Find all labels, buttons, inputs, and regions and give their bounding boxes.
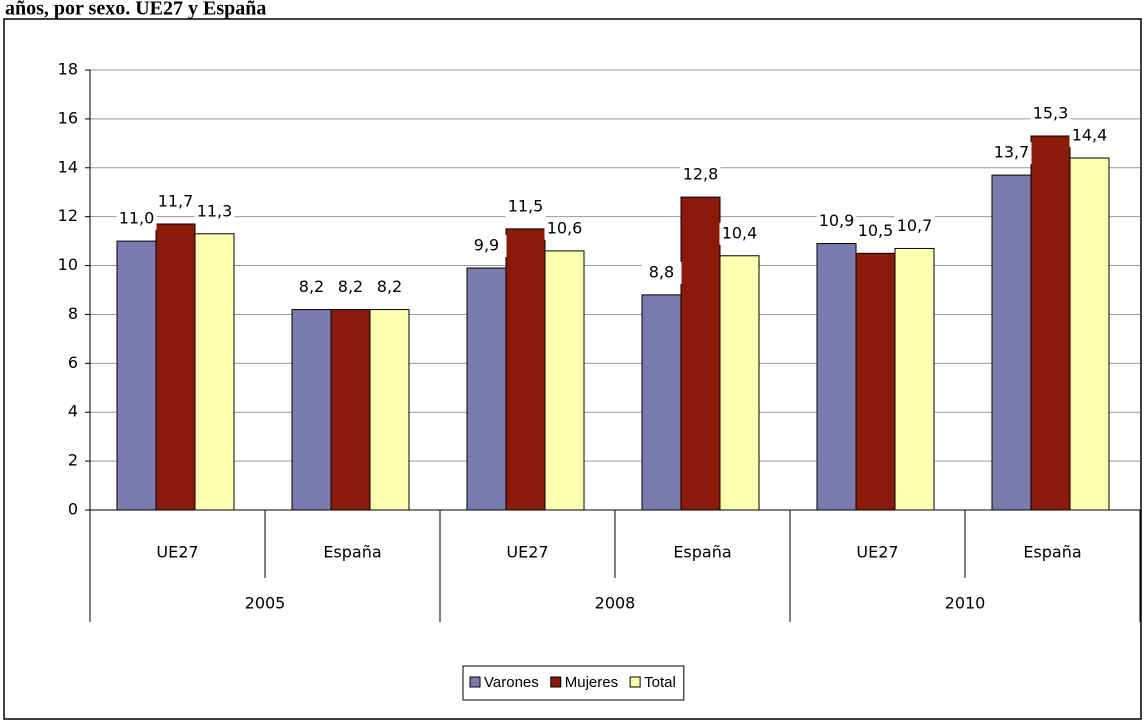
y-tick-label: 18 (58, 60, 78, 79)
y-tick-label: 16 (58, 108, 78, 127)
data-label-bg (894, 215, 935, 238)
y-tick-label: 2 (68, 451, 78, 470)
data-label: 14,4 (1072, 126, 1108, 145)
data-label: 10,5 (858, 221, 894, 240)
x-tick-label: UE27 (856, 543, 898, 562)
bar (641, 294, 682, 511)
legend-label: Mujeres (565, 674, 618, 691)
data-label: 11,7 (158, 192, 194, 211)
data-label-bg (291, 276, 332, 299)
bar (1069, 157, 1110, 511)
data-label: 8,8 (649, 262, 674, 281)
bar (719, 255, 760, 511)
bar (155, 223, 196, 511)
group-label: 2005 (245, 594, 286, 613)
bar (369, 309, 410, 511)
bar (855, 252, 896, 511)
x-tick-label: España (673, 543, 731, 562)
bar (466, 267, 507, 511)
data-label-bg (194, 200, 235, 223)
data-label-bg (1030, 103, 1071, 125)
bar (1030, 135, 1071, 511)
data-label: 10,7 (897, 216, 933, 235)
data-label-bg (155, 191, 196, 213)
data-label-bg (116, 208, 157, 231)
data-label-bg (719, 222, 760, 245)
y-tick-label: 14 (58, 157, 78, 176)
data-label: 10,9 (819, 211, 855, 230)
bar (505, 228, 546, 511)
group-label: 2010 (945, 594, 986, 613)
data-label-bg (1069, 125, 1110, 147)
legend-box (462, 665, 685, 701)
data-label: 9,9 (474, 236, 499, 255)
data-label-bg (466, 235, 507, 257)
legend-swatch (550, 676, 562, 688)
bar (116, 240, 157, 511)
data-label: 11,3 (197, 201, 233, 220)
data-label: 8,2 (338, 277, 363, 296)
legend-swatch (469, 676, 481, 688)
data-label-bg (991, 142, 1032, 165)
data-label-bg (641, 261, 682, 284)
data-label: 10,6 (547, 218, 583, 237)
y-tick-label: 12 (58, 206, 78, 225)
x-tick-label: España (323, 543, 381, 562)
bar (680, 196, 721, 511)
data-label: 11,0 (119, 209, 155, 228)
data-label-bg (855, 220, 896, 243)
data-label: 10,4 (722, 223, 758, 242)
data-label-bg (505, 195, 546, 218)
bar (991, 174, 1032, 511)
bar (194, 233, 235, 511)
bar (894, 247, 935, 511)
y-tick-label: 6 (68, 353, 78, 372)
bar (291, 309, 332, 511)
data-label-bg (369, 276, 410, 299)
data-label: 13,7 (994, 143, 1030, 162)
data-label-bg (544, 217, 585, 240)
data-label-bg (330, 276, 371, 299)
y-tick-label: 8 (68, 304, 78, 323)
legend-swatch (629, 676, 641, 688)
chart-title: años, por sexo. UE27 y España (5, 0, 266, 20)
data-label: 8,2 (377, 277, 402, 296)
y-tick-label: 10 (58, 255, 78, 274)
x-tick-label: UE27 (156, 543, 198, 562)
data-label-bg (816, 210, 857, 233)
y-tick-label: 4 (68, 402, 78, 421)
x-tick-label: España (1023, 543, 1081, 562)
group-label: 2008 (595, 594, 636, 613)
data-label: 8,2 (299, 277, 324, 296)
bar (330, 309, 371, 511)
y-tick-label: 0 (68, 500, 78, 519)
bar (544, 250, 585, 511)
data-label: 11,5 (508, 196, 544, 215)
bar (816, 243, 857, 511)
data-label: 12,8 (683, 165, 719, 184)
data-label-bg (680, 164, 721, 187)
legend-label: Varones (484, 674, 539, 691)
x-tick-label: UE27 (506, 543, 548, 562)
data-label: 15,3 (1033, 104, 1069, 123)
legend-label: Total (644, 674, 676, 691)
